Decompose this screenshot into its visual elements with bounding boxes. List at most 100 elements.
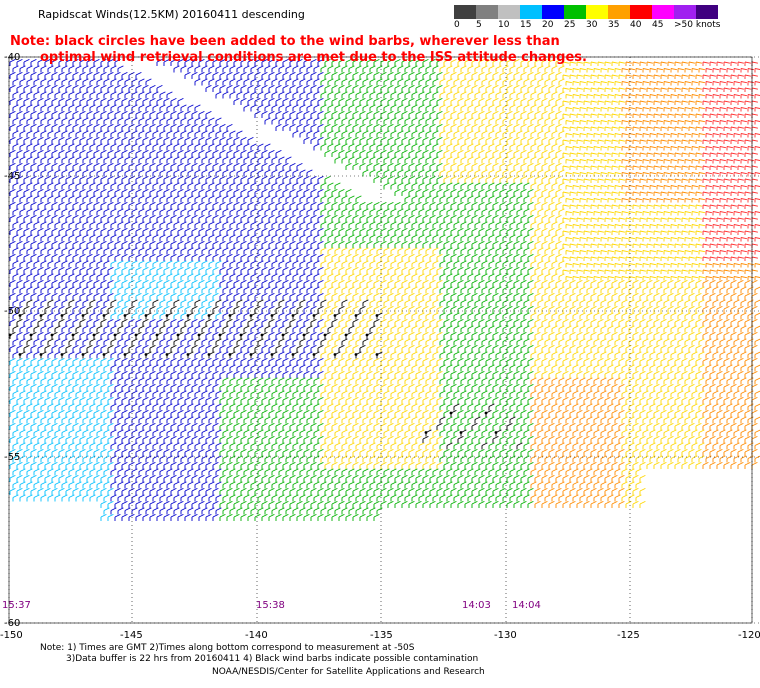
wind-barb	[100, 240, 107, 248]
wind-barb	[173, 325, 180, 333]
wind-barb	[541, 162, 548, 170]
wind-barb	[89, 208, 96, 216]
wind-barb	[229, 247, 236, 255]
wind-barb	[124, 260, 131, 268]
wind-barb	[341, 156, 348, 164]
wind-barb	[411, 273, 418, 281]
wind-barb	[317, 357, 324, 365]
wind-barb	[268, 240, 275, 248]
wind-barb	[422, 97, 429, 105]
wind-barb	[23, 58, 30, 66]
wind-barb	[177, 110, 184, 118]
wind-barb	[600, 68, 607, 73]
wind-barb	[726, 133, 733, 138]
wind-barb	[205, 175, 212, 183]
wind-barb	[282, 71, 289, 79]
wind-barb	[583, 279, 590, 287]
wind-barb	[562, 217, 569, 222]
wind-barb	[194, 221, 201, 229]
wind-barb	[208, 182, 215, 190]
wind-barb	[380, 110, 387, 118]
wind-barb	[205, 110, 212, 118]
wind-barb	[9, 214, 16, 222]
wind-barb	[516, 234, 523, 242]
wind-barb	[191, 266, 198, 274]
wind-barb	[422, 305, 429, 313]
wind-barb	[19, 273, 26, 281]
wind-barb	[457, 240, 464, 248]
wind-barb	[159, 182, 166, 190]
wind-barb	[642, 325, 649, 333]
wind-barb	[250, 195, 257, 203]
wind-barb	[331, 279, 338, 287]
wind-barb	[523, 338, 530, 346]
wind-barb	[628, 185, 635, 190]
wind-barb	[247, 71, 254, 79]
wind-barb	[82, 273, 89, 281]
wind-barb	[79, 97, 86, 105]
wind-barb	[16, 344, 23, 352]
wind-barb	[485, 240, 492, 248]
wind-barb	[677, 211, 684, 216]
wind-barb	[642, 107, 649, 112]
wind-barb	[597, 61, 604, 66]
wind-barb	[289, 305, 296, 313]
wind-barb	[677, 68, 684, 73]
wind-barb	[639, 292, 646, 300]
contamination-circle	[281, 333, 285, 337]
wind-barb	[586, 250, 593, 255]
wind-barb	[492, 305, 499, 313]
wind-barb	[670, 81, 677, 86]
wind-barb	[212, 188, 219, 196]
wind-barb	[506, 331, 513, 339]
wind-barb	[422, 331, 429, 339]
wind-barb	[75, 182, 82, 190]
wind-barb	[488, 195, 495, 203]
wind-barb	[135, 266, 142, 274]
contamination-circle	[29, 333, 33, 337]
wind-barb	[383, 65, 390, 73]
wind-barb	[544, 143, 551, 151]
wind-barb	[152, 234, 159, 242]
wind-barb	[751, 217, 758, 222]
wind-barb	[198, 123, 205, 131]
wind-barb	[236, 247, 243, 255]
wind-barb	[61, 182, 68, 190]
wind-barb	[93, 136, 100, 144]
wind-barb	[128, 357, 135, 365]
wind-barb	[268, 344, 275, 352]
wind-barb	[121, 240, 128, 248]
wind-barb	[457, 149, 464, 157]
wind-barb	[681, 100, 688, 105]
wind-barb	[523, 195, 530, 203]
wind-barb	[590, 217, 597, 222]
wind-barb	[257, 299, 264, 307]
wind-barb	[72, 305, 79, 313]
wind-barb	[506, 71, 513, 79]
wind-barb	[103, 78, 110, 86]
wind-barb	[614, 159, 621, 164]
wind-barb	[306, 273, 313, 281]
wind-barb	[681, 279, 688, 287]
wind-barb	[751, 100, 758, 105]
wind-barb	[114, 240, 121, 248]
wind-barb	[733, 198, 740, 203]
wind-barb	[719, 81, 726, 86]
wind-barb	[103, 143, 110, 151]
wind-barb	[187, 104, 194, 112]
wind-barb	[404, 273, 411, 281]
wind-barb	[520, 201, 527, 209]
wind-barb	[131, 208, 138, 216]
wind-barb	[404, 91, 411, 99]
wind-barb	[96, 91, 103, 99]
wind-barb	[254, 240, 261, 248]
wind-barb	[751, 87, 758, 92]
wind-barb	[93, 344, 100, 352]
wind-barb	[268, 266, 275, 274]
wind-barb	[261, 149, 268, 157]
wind-barb	[184, 357, 191, 365]
wind-barb	[149, 123, 156, 131]
wind-barb	[397, 260, 404, 268]
wind-barb	[467, 338, 474, 346]
wind-barb	[432, 325, 439, 333]
